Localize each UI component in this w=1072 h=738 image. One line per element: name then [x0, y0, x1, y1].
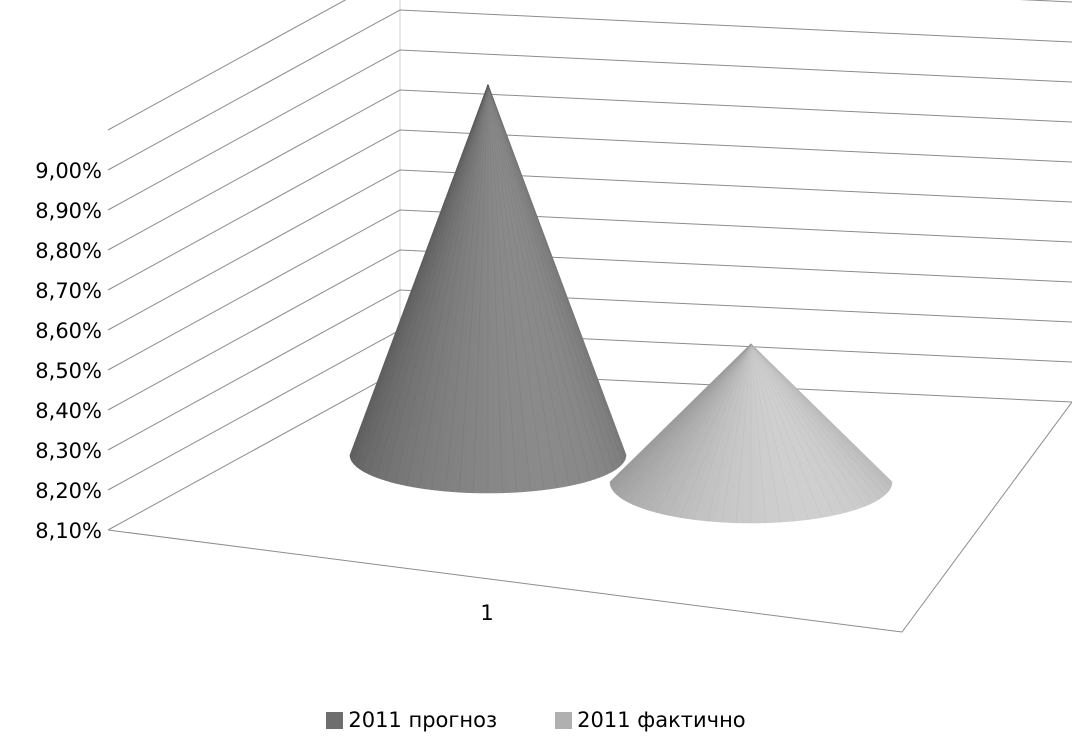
legend-swatch-actual [555, 711, 573, 729]
legend-item-actual: 2011 фактично [555, 708, 746, 732]
gridline [107, 49, 1072, 211]
y-tick-label: 8,40% [35, 399, 102, 423]
y-axis-tick-labels: 8,10% 8,20% 8,30% 8,40% 8,50% 8,60% 8,70% 8,80%… [35, 159, 102, 543]
legend: 2011 прогноз 2011 фактично [0, 705, 1072, 735]
x-category-label: 1 [480, 601, 493, 625]
gridlines [107, 0, 1072, 531]
y-tick-label: 8,50% [35, 359, 102, 383]
gridline [107, 129, 1072, 291]
gridline [107, 209, 1072, 371]
legend-swatch-forecast [326, 711, 344, 729]
y-tick-label: 8,70% [35, 279, 102, 303]
gridline [107, 89, 1072, 251]
chart-walls [107, 0, 1072, 633]
y-tick-label: 8,80% [35, 239, 102, 263]
y-tick-label: 8,90% [35, 199, 102, 223]
cone-actual [609, 343, 893, 524]
cones [349, 84, 893, 524]
y-tick-label: 8,10% [35, 519, 102, 543]
legend-item-forecast: 2011 прогноз [326, 708, 497, 732]
y-tick-label: 8,30% [35, 439, 102, 463]
floor-edge [107, 401, 1072, 633]
gridline [107, 169, 1072, 331]
y-tick-label: 8,60% [35, 319, 102, 343]
legend-label-forecast: 2011 прогноз [348, 708, 498, 732]
legend-label-actual: 2011 фактично [577, 708, 746, 732]
gridline [107, 9, 1072, 171]
y-tick-label: 8,20% [35, 479, 102, 503]
gridline [107, 0, 1072, 131]
y-tick-label: 9,00% [35, 159, 102, 183]
gridline [107, 249, 1072, 411]
cone-forecast [349, 84, 627, 494]
gridline [107, 289, 1072, 451]
